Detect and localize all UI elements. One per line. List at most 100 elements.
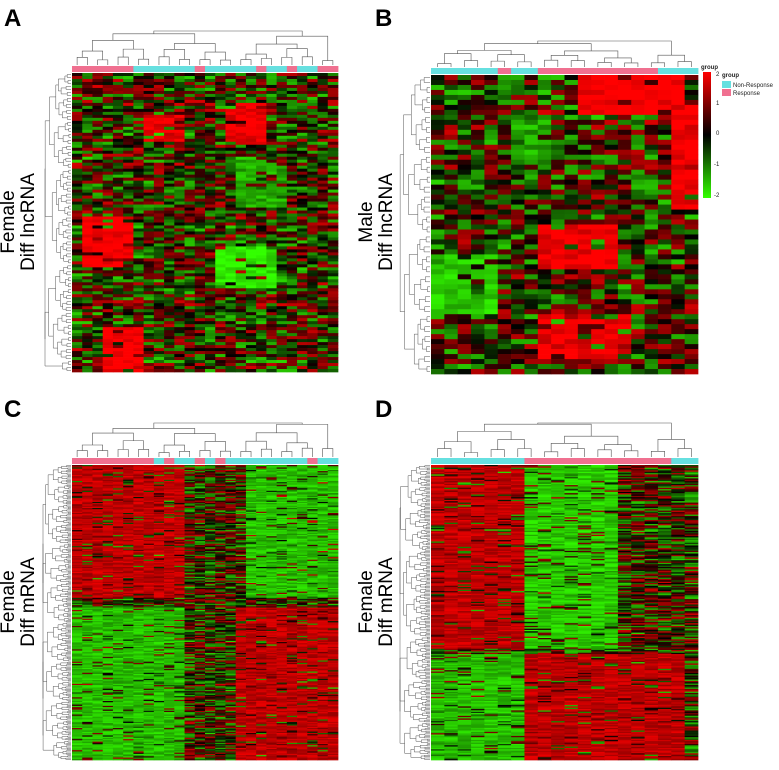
- heatmap-cell: [327, 318, 339, 322]
- heatmap-cell: [307, 369, 318, 373]
- heatmap-cell: [133, 484, 144, 487]
- heatmap-cell: [327, 96, 339, 101]
- heatmap-cell: [82, 183, 93, 187]
- heatmap-cell: [457, 184, 472, 190]
- heatmap-cell: [164, 467, 175, 470]
- heatmap-cell: [564, 134, 579, 141]
- heatmap-cell: [245, 306, 257, 310]
- heatmap-cell: [112, 210, 124, 214]
- heatmap-cell: [471, 129, 485, 136]
- heatmap-cell: [297, 132, 308, 137]
- heatmap-cell: [286, 291, 298, 295]
- heatmap-cell: [511, 124, 525, 131]
- heatmap-cell: [92, 494, 104, 497]
- heatmap-cell: [256, 473, 267, 476]
- heatmap-cell: [143, 249, 155, 253]
- heatmap-cell: [551, 214, 565, 220]
- heatmap-cell: [184, 138, 196, 143]
- heatmap-cell: [245, 264, 257, 268]
- heatmap-cell: [102, 177, 114, 181]
- heatmap-cell: [215, 279, 226, 283]
- heatmap-cell: [266, 499, 277, 501]
- heatmap-cell: [497, 119, 512, 126]
- heatmap-cell: [256, 300, 267, 304]
- heatmap-cell: [215, 117, 226, 122]
- heatmap-cell: [484, 359, 499, 365]
- heatmap-cell: [102, 499, 114, 501]
- heatmap-cell: [245, 490, 257, 493]
- heatmap-cell: [174, 485, 185, 488]
- heatmap-cell: [215, 504, 226, 506]
- heatmap-cell: [317, 318, 329, 322]
- heatmap-cell: [133, 99, 144, 104]
- heatmap-cell: [72, 264, 83, 268]
- heatmap-cell: [112, 369, 124, 373]
- heatmap-cell: [153, 168, 165, 173]
- heatmap-cell: [153, 487, 165, 489]
- heatmap-cell: [143, 171, 155, 176]
- heatmap-cell: [82, 482, 93, 484]
- heatmap-cell: [153, 276, 165, 280]
- heatmap-cell: [256, 512, 267, 515]
- heatmap-cell: [123, 117, 134, 122]
- heatmap-cell: [327, 369, 339, 373]
- heatmap-cell: [327, 171, 339, 176]
- heatmap-cell: [72, 306, 83, 310]
- heatmap-cell: [153, 171, 165, 176]
- heatmap-cell: [497, 364, 512, 370]
- heatmap-cell: [431, 169, 445, 176]
- heatmap-cell: [286, 171, 298, 176]
- heatmap-cell: [266, 493, 277, 495]
- heatmap-cell: [256, 324, 267, 328]
- heatmap-cell: [684, 129, 699, 136]
- heatmap-cell: [266, 366, 277, 370]
- heatmap-cell: [123, 141, 134, 146]
- heatmap-cell: [235, 210, 247, 214]
- heatmap-cell: [577, 319, 592, 325]
- heatmap-cell: [194, 348, 206, 352]
- heatmap-cell: [684, 294, 699, 300]
- heatmap-cell: [102, 135, 114, 140]
- heatmap-cell: [457, 224, 472, 230]
- heatmap-cell: [123, 487, 134, 489]
- heatmap-cell: [235, 195, 247, 199]
- heatmap-cell: [631, 299, 645, 305]
- heatmap-cell: [174, 348, 185, 352]
- heatmap-cell: [133, 111, 144, 116]
- heatmap-cell: [245, 357, 257, 361]
- heatmap-cell: [245, 75, 257, 80]
- heatmap-cell: [671, 194, 685, 200]
- heatmap-cell: [164, 490, 175, 493]
- heatmap-cell: [174, 174, 185, 178]
- heatmap-cell: [471, 219, 485, 225]
- heatmap-cell: [92, 246, 104, 250]
- heatmap-cell: [484, 179, 499, 185]
- heatmap-cell: [591, 89, 605, 96]
- heatmap-cell: [644, 194, 659, 200]
- heatmap-cell: [184, 237, 196, 241]
- heatmap-cell: [164, 494, 175, 497]
- heatmap-cell: [537, 269, 552, 275]
- heatmap-cell: [102, 468, 114, 471]
- heatmap-cell: [184, 99, 196, 104]
- heatmap-cell: [174, 90, 185, 95]
- heatmap-cell: [644, 89, 659, 96]
- heatmap-cell: [235, 249, 247, 253]
- heatmap-cell: [92, 237, 104, 241]
- heatmap-cell: [266, 354, 277, 358]
- heatmap-cell: [256, 510, 267, 513]
- heatmap-cell: [431, 234, 445, 240]
- heatmap-cell: [133, 312, 144, 316]
- heatmap-cell: [235, 204, 247, 208]
- heatmap-cell: [266, 478, 277, 481]
- heatmap-cell: [225, 336, 237, 340]
- heatmap-cell: [591, 339, 605, 345]
- heatmap-cell: [511, 139, 525, 146]
- heatmap-cell: [194, 174, 206, 178]
- heatmap-cell: [511, 209, 525, 215]
- heatmap-cell: [604, 334, 619, 340]
- heatmap-cell: [276, 192, 288, 196]
- heatmap-cell: [286, 510, 298, 513]
- heatmap-cell: [164, 477, 175, 479]
- heatmap-cell: [215, 126, 226, 131]
